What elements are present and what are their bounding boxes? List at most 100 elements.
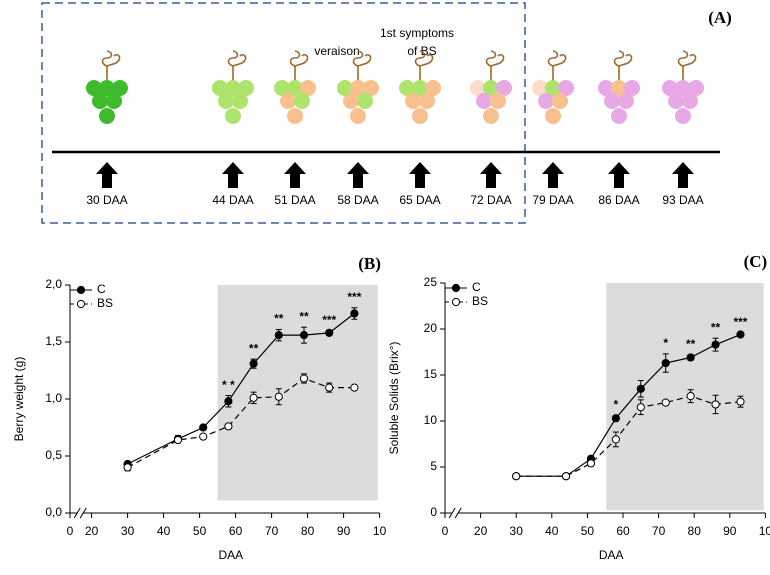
grape-berry [545, 108, 561, 124]
stage-label: 44 DAA [212, 193, 253, 207]
grape-berry [106, 93, 122, 109]
data-point [224, 397, 233, 406]
grape-berry [274, 80, 290, 96]
arrow [409, 162, 431, 188]
legend-marker [76, 299, 86, 309]
grape-berry [538, 93, 554, 109]
grape-berry [357, 93, 373, 109]
grape-berry [662, 80, 678, 96]
x-tick-label: 30 [510, 524, 524, 538]
grape-berry [552, 93, 568, 109]
data-point [736, 397, 745, 406]
grape-berry [218, 93, 234, 109]
data-point [199, 423, 208, 432]
grape-berry [558, 80, 574, 96]
grape-berry [99, 108, 115, 124]
stage-label: 51 DAA [274, 193, 315, 207]
grape-berry [412, 108, 428, 124]
grape-berry [675, 80, 691, 96]
grape-berry [483, 108, 499, 124]
data-point [736, 330, 745, 339]
x-tick-label: 50 [581, 524, 595, 538]
significance: ** [711, 320, 721, 334]
grape-berry [611, 108, 627, 124]
x-tick-label: 30 [121, 524, 135, 538]
grape-berry [350, 108, 366, 124]
data-point [299, 331, 309, 340]
grape-berry [232, 93, 248, 109]
significance: ** [299, 309, 309, 323]
grape-berry [99, 80, 115, 96]
legend-label: BS [97, 296, 113, 310]
stage-label: 72 DAA [470, 193, 511, 207]
significance: * [614, 398, 619, 412]
x-tick-label: 20 [474, 524, 488, 538]
legend-label: BS [472, 294, 488, 308]
grape-berry [476, 93, 492, 109]
grape-berry [343, 93, 359, 109]
grape-berry [287, 80, 303, 96]
data-point [512, 472, 521, 481]
arrow [347, 162, 369, 188]
arrow [96, 162, 118, 188]
x-tick-label: 60 [616, 524, 630, 538]
x-tick-label: 80 [301, 524, 315, 538]
shaded-region [217, 285, 378, 501]
grape-berry [287, 108, 303, 124]
grape-berry [682, 93, 698, 109]
grape-stem [485, 50, 505, 83]
note: 1st symptoms [380, 26, 454, 40]
data-point [661, 398, 670, 407]
arrow [542, 162, 564, 188]
x-tick-label: 20 [85, 524, 99, 538]
y-tick-label: 15 [424, 367, 438, 381]
x-axis-title: DAA [599, 548, 624, 562]
grape-berry [688, 80, 704, 96]
significance: *** [733, 315, 747, 329]
x-tick-label: 40 [545, 524, 559, 538]
axis-break [73, 507, 87, 519]
y-tick-label: 1,0 [45, 391, 62, 405]
grape-berry [624, 80, 640, 96]
grape-berry [545, 80, 561, 96]
legend-label: C [97, 282, 106, 296]
data-point [611, 435, 620, 444]
grape-berry [86, 80, 102, 96]
x-tick-label: 40 [157, 524, 171, 538]
data-point [350, 309, 359, 318]
grape-stem [289, 50, 309, 83]
x-tick-label: 70 [652, 524, 666, 538]
legend-marker [451, 283, 461, 293]
grape-berry [225, 108, 241, 124]
grape-berry [668, 93, 684, 109]
significance: *** [347, 290, 361, 304]
y-tick-label: 0,5 [45, 448, 62, 462]
data-point [586, 459, 596, 468]
data-point [636, 403, 645, 412]
data-point [249, 359, 258, 368]
highlight-box [41, 2, 526, 224]
y-tick-label: 0 [430, 505, 437, 519]
stage-label: 93 DAA [662, 193, 703, 207]
arrow [672, 162, 694, 188]
arrow [480, 162, 502, 188]
grape-berry [350, 80, 366, 96]
y-axis-title: Soluble Solids (Brix°) [387, 342, 401, 455]
x-tick-label: 60 [229, 524, 243, 538]
grape-berry [238, 80, 254, 96]
data-point [249, 393, 258, 402]
grape-berry [412, 80, 428, 96]
grape-berry [212, 80, 228, 96]
y-tick-label: 5 [430, 459, 437, 473]
x-tick-label: 50 [193, 524, 207, 538]
x-tick-label: 90 [723, 524, 737, 538]
stage-label: 30 DAA [86, 193, 127, 207]
x-tick-label: 0 [442, 524, 449, 538]
data-point [274, 392, 283, 401]
data-point [711, 400, 720, 409]
significance: ** [686, 337, 696, 351]
panel-label: (A) [708, 8, 732, 27]
y-tick-label: 10 [424, 413, 438, 427]
grape-berry [225, 80, 241, 96]
data-point [274, 331, 283, 340]
